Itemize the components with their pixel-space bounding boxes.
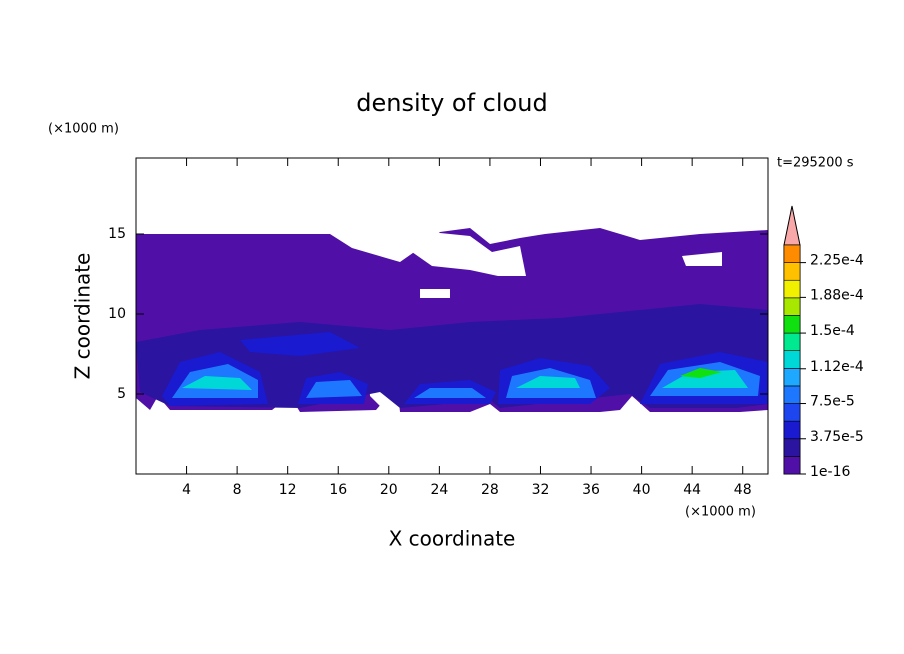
cloud-layer xyxy=(136,304,768,408)
chart-title: density of cloud xyxy=(356,89,547,117)
colorbar-band xyxy=(783,297,801,316)
colorbar-band xyxy=(783,420,801,440)
x-tick-label: 44 xyxy=(683,482,701,498)
colorbar-band xyxy=(783,403,801,422)
colorbar-band xyxy=(783,350,801,369)
y-tick-label: 10 xyxy=(108,306,126,322)
plot-frame xyxy=(135,157,769,475)
x-tick-label: 4 xyxy=(182,482,191,498)
colorbar-band xyxy=(783,385,801,404)
contour-field xyxy=(136,228,768,412)
colorbar-band xyxy=(783,456,801,475)
cloud-layer xyxy=(172,362,760,398)
x-tick-label: 32 xyxy=(532,482,550,498)
colorbar-label: 1.88e-4 xyxy=(810,287,864,303)
y-unit: (×1000 m) xyxy=(48,122,119,137)
time-label: t=295200 s xyxy=(777,156,854,171)
y-axis-title: Z coordinate xyxy=(71,253,95,380)
colorbar-band xyxy=(783,368,801,387)
x-tick-label: 48 xyxy=(734,482,752,498)
x-tick-label: 12 xyxy=(279,482,297,498)
x-tick-label: 20 xyxy=(380,482,398,498)
colorbar-label: 1.12e-4 xyxy=(810,359,864,375)
cloud-core xyxy=(680,368,722,378)
x-tick-label: 28 xyxy=(481,482,499,498)
y-tick-label: 15 xyxy=(108,226,126,242)
colorbar-label: 1.5e-4 xyxy=(810,323,855,339)
x-tick-label: 8 xyxy=(233,482,242,498)
x-axis-title: X coordinate xyxy=(389,527,516,551)
x-tick-label: 40 xyxy=(633,482,651,498)
colorbar-band xyxy=(783,315,801,334)
y-tick-label: 5 xyxy=(117,386,126,402)
x-tick-label: 24 xyxy=(430,482,448,498)
colorbar-extend xyxy=(783,205,801,246)
x-unit: (×1000 m) xyxy=(685,505,756,520)
colorbar-band xyxy=(783,244,801,263)
colorbar-label: 7.5e-5 xyxy=(810,394,855,410)
x-tick-label: 16 xyxy=(329,482,347,498)
colorbar-label: 2.25e-4 xyxy=(810,253,864,269)
x-tick-label: 36 xyxy=(582,482,600,498)
colorbar-label: 3.75e-5 xyxy=(810,429,864,445)
colorbar-label: 1e-16 xyxy=(810,464,850,480)
colorbar-band xyxy=(783,279,801,299)
colorbar-band xyxy=(783,262,801,281)
colorbar-band xyxy=(783,438,801,457)
colorbar-band xyxy=(783,332,801,351)
